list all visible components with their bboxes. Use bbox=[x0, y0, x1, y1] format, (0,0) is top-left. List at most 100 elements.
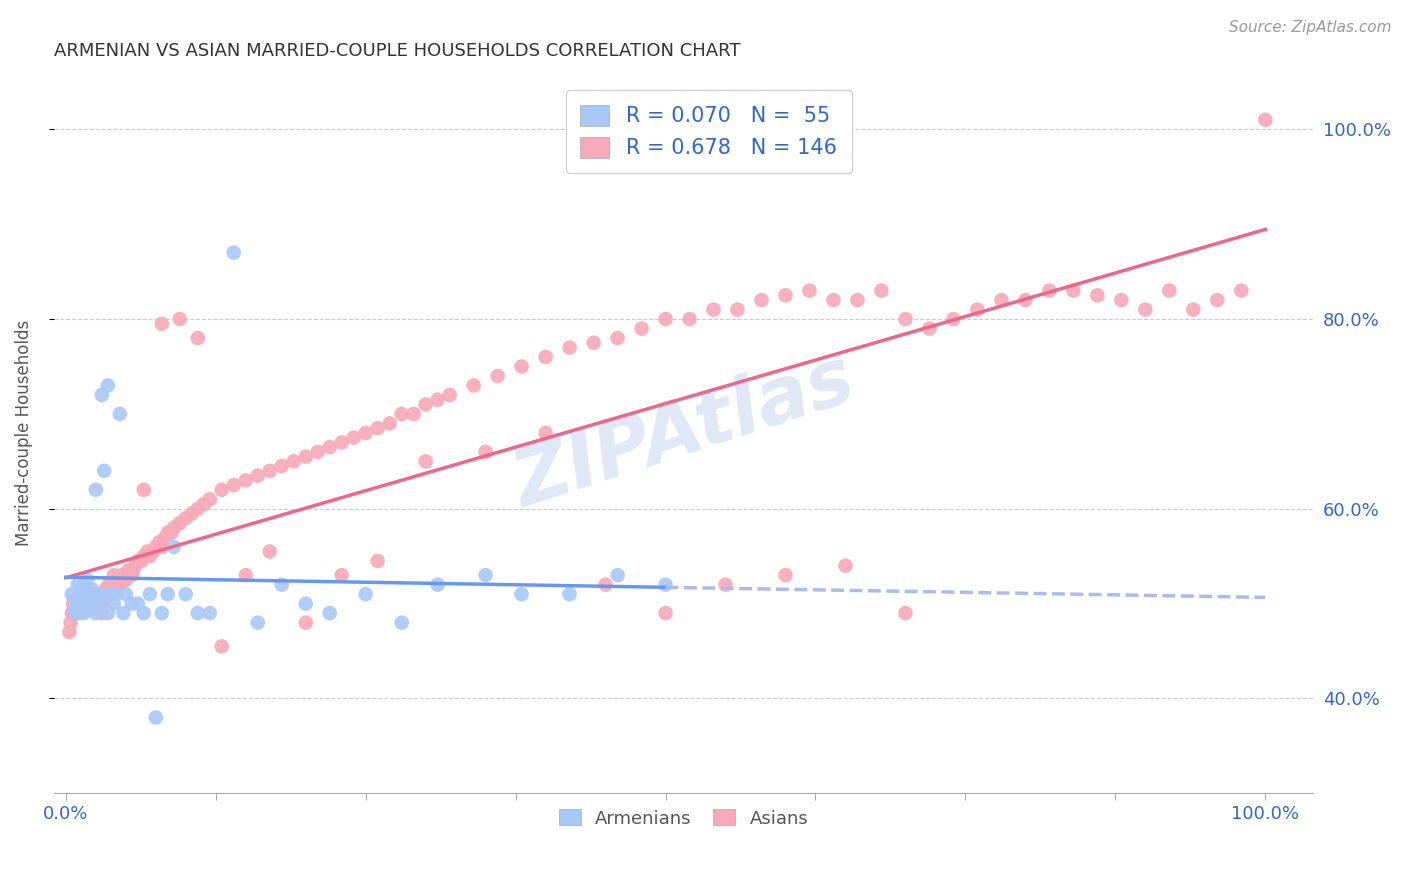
Point bbox=[66, 597, 89, 611]
Point bbox=[283, 454, 305, 468]
Point bbox=[59, 615, 82, 630]
Point bbox=[127, 597, 149, 611]
Point bbox=[211, 483, 233, 497]
Point bbox=[139, 549, 162, 564]
Point bbox=[73, 597, 96, 611]
Point bbox=[180, 507, 202, 521]
Point bbox=[156, 587, 179, 601]
Point bbox=[799, 284, 821, 298]
Point bbox=[187, 501, 209, 516]
Point bbox=[630, 321, 652, 335]
Point bbox=[558, 341, 581, 355]
Point bbox=[65, 606, 87, 620]
Point bbox=[103, 597, 125, 611]
Point bbox=[65, 606, 87, 620]
Point bbox=[114, 573, 136, 587]
Point bbox=[582, 335, 605, 350]
Point bbox=[354, 425, 377, 440]
Point bbox=[155, 530, 177, 544]
Point bbox=[139, 587, 162, 601]
Point bbox=[132, 549, 155, 564]
Point bbox=[846, 293, 869, 307]
Point bbox=[894, 312, 917, 326]
Point bbox=[114, 587, 136, 601]
Point bbox=[101, 582, 124, 597]
Point bbox=[87, 597, 110, 611]
Point bbox=[148, 535, 170, 549]
Point bbox=[98, 577, 121, 591]
Point bbox=[246, 468, 269, 483]
Point bbox=[150, 540, 173, 554]
Point bbox=[73, 606, 96, 620]
Point bbox=[60, 606, 83, 620]
Point bbox=[112, 573, 135, 587]
Point bbox=[1038, 284, 1060, 298]
Point bbox=[270, 577, 292, 591]
Point bbox=[62, 597, 84, 611]
Point bbox=[97, 587, 120, 601]
Point bbox=[82, 597, 104, 611]
Point bbox=[70, 582, 93, 597]
Point bbox=[319, 606, 342, 620]
Point bbox=[79, 601, 101, 615]
Point bbox=[80, 597, 103, 611]
Point bbox=[163, 521, 186, 535]
Point bbox=[270, 459, 292, 474]
Point bbox=[150, 317, 173, 331]
Point bbox=[678, 312, 700, 326]
Point bbox=[918, 321, 941, 335]
Point bbox=[294, 615, 316, 630]
Point bbox=[63, 606, 86, 620]
Point bbox=[107, 573, 129, 587]
Point bbox=[1135, 302, 1157, 317]
Point bbox=[1159, 284, 1181, 298]
Point bbox=[110, 568, 132, 582]
Point bbox=[73, 587, 96, 601]
Point bbox=[131, 554, 153, 568]
Point bbox=[65, 591, 87, 606]
Point bbox=[294, 450, 316, 464]
Point bbox=[105, 587, 128, 601]
Point bbox=[307, 445, 329, 459]
Point bbox=[103, 577, 125, 591]
Point bbox=[534, 425, 557, 440]
Point bbox=[77, 597, 100, 611]
Point bbox=[58, 625, 80, 640]
Point bbox=[73, 587, 96, 601]
Point bbox=[100, 582, 122, 597]
Point bbox=[558, 587, 581, 601]
Point bbox=[751, 293, 773, 307]
Point bbox=[1014, 293, 1036, 307]
Point bbox=[330, 435, 353, 450]
Point bbox=[89, 587, 111, 601]
Legend: Armenians, Asians: Armenians, Asians bbox=[551, 802, 815, 835]
Point bbox=[235, 473, 257, 487]
Point bbox=[142, 544, 165, 558]
Point bbox=[198, 492, 221, 507]
Point bbox=[82, 582, 104, 597]
Point bbox=[426, 392, 449, 407]
Point bbox=[105, 582, 128, 597]
Point bbox=[132, 483, 155, 497]
Point bbox=[1062, 284, 1084, 298]
Point bbox=[966, 302, 988, 317]
Point bbox=[1111, 293, 1133, 307]
Point bbox=[330, 568, 353, 582]
Point bbox=[246, 615, 269, 630]
Point bbox=[156, 525, 179, 540]
Point bbox=[79, 591, 101, 606]
Point bbox=[93, 591, 115, 606]
Point bbox=[169, 516, 191, 530]
Point bbox=[193, 497, 215, 511]
Point bbox=[654, 577, 676, 591]
Point bbox=[124, 558, 146, 573]
Point bbox=[127, 554, 149, 568]
Point bbox=[91, 587, 114, 601]
Point bbox=[391, 615, 413, 630]
Point bbox=[94, 587, 117, 601]
Point bbox=[97, 606, 120, 620]
Point bbox=[108, 407, 131, 421]
Point bbox=[90, 388, 112, 402]
Point bbox=[402, 407, 425, 421]
Point bbox=[84, 606, 107, 620]
